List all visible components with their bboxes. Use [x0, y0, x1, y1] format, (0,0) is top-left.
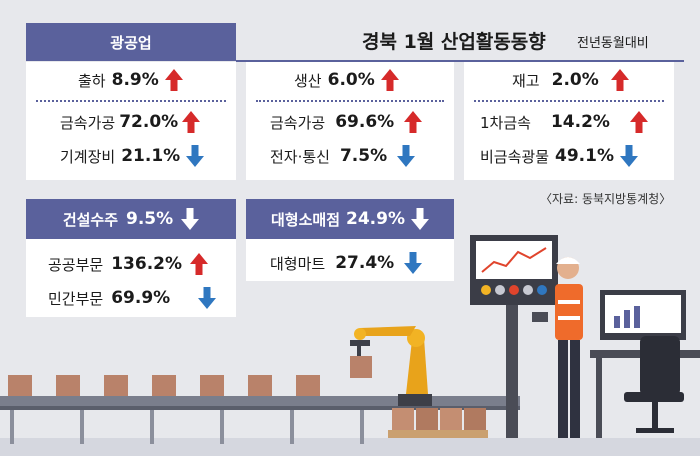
arrow-up-icon: [182, 111, 201, 133]
arrow-up-icon: [164, 69, 183, 91]
mining-tab: 광공업: [26, 23, 236, 61]
mining-tab-label: 광공업: [110, 33, 152, 52]
arrow-down-icon: [620, 145, 638, 167]
inventory-value: 2.0%: [551, 70, 599, 90]
production-item-label: 금속가공: [270, 113, 326, 132]
pallet-boxes: [388, 408, 488, 438]
inventory-item-row: 비금속광물 49.1%: [480, 143, 638, 169]
arrow-down-icon: [411, 208, 429, 230]
production-item-value: 7.5%: [339, 146, 388, 166]
arrow-down-icon: [404, 252, 423, 274]
production-item-row: 전자·통신 7.5%: [270, 143, 416, 169]
page-subtitle: 전년동월대비: [577, 36, 649, 51]
arrow-up-icon: [380, 69, 399, 91]
floor: [0, 438, 700, 456]
source-note: 〈자료: 동북지방통계청〉: [540, 192, 672, 206]
arrow-down-icon: [198, 287, 217, 309]
arrow-up-icon: [610, 69, 629, 91]
construction-item-label: 민간부문: [48, 289, 104, 308]
retail-value: 24.9%: [346, 209, 405, 229]
shipment-value: 8.9%: [111, 70, 159, 90]
shipment-item-value: 21.1%: [121, 146, 181, 166]
box-icon: [8, 375, 320, 396]
construction-card: [26, 239, 236, 317]
shipment-card: [26, 62, 236, 180]
retail-label: 대형소매점: [271, 210, 341, 229]
construction-item-row: 민간부문 69.9%: [48, 285, 217, 311]
shipment-label: 출하: [78, 71, 106, 90]
shipment-divider: [36, 100, 226, 102]
construction-item-value: 136.2%: [111, 254, 183, 274]
inventory-item-row: 1차금속 14.2%: [480, 109, 648, 135]
shipment-item-label: 기계장비: [60, 147, 116, 166]
inventory-item-label: 비금속광물: [480, 147, 550, 166]
inventory-label: 재고: [512, 71, 540, 90]
inventory-item-value: 14.2%: [550, 112, 610, 132]
robot-arm-icon: [350, 326, 432, 406]
construction-label: 건설수주: [62, 210, 119, 229]
construction-value: 9.5%: [126, 209, 174, 229]
production-item-value: 69.6%: [335, 112, 395, 132]
shipment-item-row: 금속가공 72.0%: [60, 109, 201, 135]
retail-item-row: 대형마트 27.4%: [270, 250, 423, 276]
production-item-label: 전자·통신: [270, 147, 330, 166]
worker-icon: [532, 257, 583, 438]
production-value: 6.0%: [327, 70, 375, 90]
arrow-down-icon: [181, 208, 200, 230]
retail-card: [246, 239, 454, 281]
production-item-row: 금속가공 69.6%: [270, 109, 423, 135]
retail-item-label: 대형마트: [270, 254, 326, 273]
construction-item-label: 공공부문: [48, 255, 104, 274]
construction-item-value: 69.9%: [111, 288, 171, 308]
inventory-item-label: 1차금속: [480, 113, 531, 132]
shipment-item-label: 금속가공: [60, 113, 116, 132]
arrow-up-icon: [629, 111, 648, 133]
shipment-item-value: 72.0%: [119, 112, 179, 132]
arrow-up-icon: [404, 111, 423, 133]
title-underline: [236, 60, 684, 62]
construction-header: 건설수주 9.5%: [26, 199, 236, 239]
arrow-up-icon: [190, 253, 209, 275]
production-headline: 생산 6.0%: [294, 67, 399, 93]
shipment-headline: 출하 8.9%: [78, 67, 183, 93]
construction-item-row: 공공부문 136.2%: [48, 251, 209, 277]
arrow-down-icon: [397, 145, 416, 167]
control-panel-icon: [470, 235, 558, 438]
retail-header: 대형소매점 24.9%: [246, 199, 454, 239]
production-divider: [256, 100, 444, 102]
production-label: 생산: [294, 71, 322, 90]
page-title: 경북 1월 산업활동동향: [362, 31, 546, 53]
arrow-down-icon: [186, 145, 205, 167]
conveyor-belt: [0, 396, 520, 444]
shipment-item-row: 기계장비 21.1%: [60, 143, 205, 169]
inventory-item-value: 49.1%: [555, 146, 614, 166]
inventory-headline: 재고 2.0%: [512, 67, 629, 93]
monitor-icon: [590, 290, 700, 438]
chair-icon: [624, 336, 684, 433]
inventory-divider: [474, 100, 664, 102]
retail-item-value: 27.4%: [335, 253, 395, 273]
